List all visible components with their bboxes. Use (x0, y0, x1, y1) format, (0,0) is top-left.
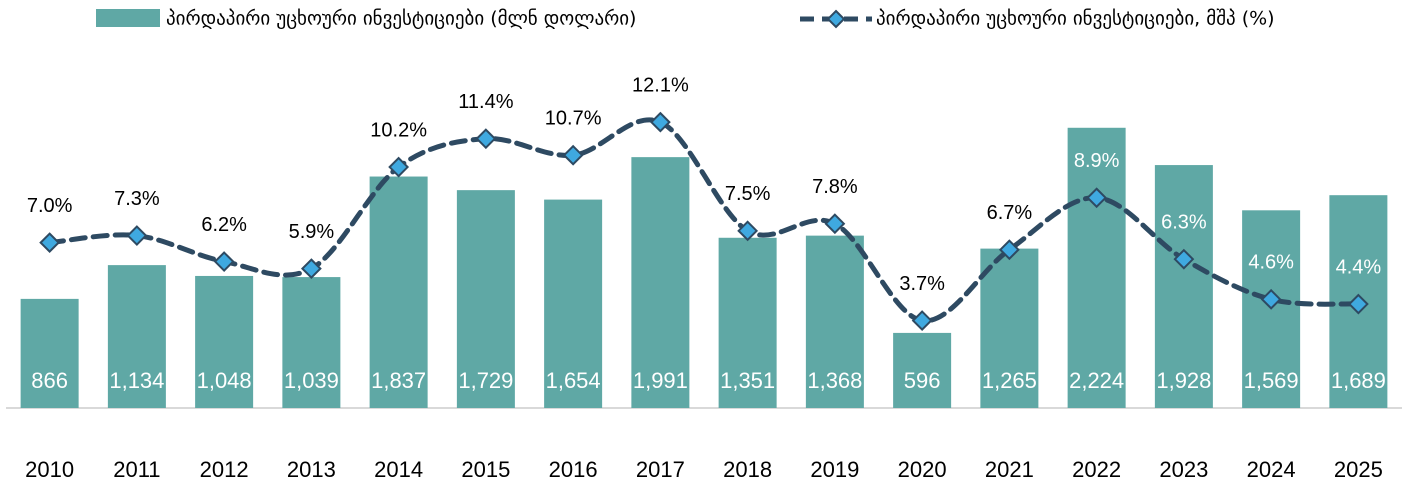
bar (369, 176, 428, 408)
bar (195, 275, 254, 408)
line-value-label: 3.7% (899, 273, 945, 295)
line-marker (475, 128, 497, 150)
bar-value-label: 2,224 (1069, 368, 1124, 393)
line-marker (388, 156, 410, 178)
line-value-label: 8.9% (1074, 150, 1120, 172)
bar-value-label: 1,265 (982, 368, 1037, 393)
line-marker (1260, 288, 1282, 310)
bar (631, 157, 690, 408)
bar (1154, 165, 1213, 408)
bar-value-label: 866 (31, 368, 68, 393)
line-value-label: 7.8% (812, 176, 858, 198)
line-marker (1173, 248, 1195, 270)
bar-value-label: 1,351 (720, 368, 775, 393)
bar (805, 235, 864, 408)
legend-label: პირდაპირი უცხოური ინვესტიციები (მლნ დოლა… (166, 8, 636, 30)
line-value-label: 6.7% (987, 202, 1033, 224)
x-tick-label: 2016 (549, 457, 598, 482)
x-tick-label: 2012 (200, 457, 249, 482)
line-value-label: 11.4% (458, 91, 513, 113)
bar (893, 332, 952, 408)
bar-value-label: 1,048 (197, 368, 252, 393)
bar-value-label: 1,039 (284, 368, 339, 393)
x-tick-label: 2019 (810, 457, 859, 482)
line-value-label: 4.6% (1248, 252, 1294, 274)
bar-value-label: 1,569 (1244, 368, 1299, 393)
bar (1067, 127, 1126, 408)
bar-value-label: 1,368 (807, 368, 862, 393)
bar-value-label: 596 (904, 368, 941, 393)
line-marker (39, 232, 61, 254)
line-value-label: 10.2% (370, 119, 427, 141)
x-tick-label: 2025 (1334, 457, 1383, 482)
legend-label: პირდაპირი უცხოური ინვესტიციები, მშპ (%) (876, 8, 1275, 30)
bar-value-label: 1,837 (371, 368, 426, 393)
line-marker (300, 258, 322, 280)
x-tick-label: 2010 (25, 457, 74, 482)
bar-value-label: 1,689 (1331, 368, 1386, 393)
bar (980, 248, 1039, 408)
x-tick-label: 2022 (1072, 457, 1121, 482)
line-value-label: 10.7% (545, 107, 602, 129)
line-value-label: 5.9% (289, 221, 335, 243)
line-value-label: 7.0% (27, 195, 73, 217)
line-marker (1347, 293, 1369, 315)
x-tick-label: 2017 (636, 457, 685, 482)
line-value-label: 7.5% (725, 183, 771, 205)
x-tick-label: 2024 (1247, 457, 1296, 482)
line-value-label: 7.3% (114, 188, 160, 210)
bar (718, 237, 777, 408)
bar (107, 265, 166, 408)
line-value-label: 6.3% (1161, 211, 1207, 233)
legend-marker (826, 9, 846, 29)
line-value-label: 6.2% (201, 214, 247, 236)
line-value-label: 4.4% (1336, 256, 1382, 278)
x-tick-label: 2014 (374, 457, 423, 482)
bar-value-label: 1,991 (633, 368, 688, 393)
bar (20, 298, 79, 408)
line-marker (649, 111, 671, 133)
line-marker (824, 213, 846, 235)
line-marker (998, 239, 1020, 261)
x-tick-label: 2011 (113, 457, 160, 482)
bar-value-label: 1,729 (458, 368, 513, 393)
legend-swatch-bar (96, 9, 160, 27)
x-tick-label: 2013 (287, 457, 336, 482)
line-marker (737, 220, 759, 242)
line-marker (562, 144, 584, 166)
line-marker (911, 310, 933, 332)
x-tick-label: 2021 (985, 457, 1034, 482)
line (47, 117, 1361, 324)
x-tick-label: 2015 (461, 457, 510, 482)
bar-value-label: 1,928 (1156, 368, 1211, 393)
x-tick-label: 2020 (898, 457, 947, 482)
bar-value-label: 1,134 (109, 368, 164, 393)
bar-value-label: 1,654 (546, 368, 601, 393)
bar (544, 199, 603, 408)
bar (282, 277, 341, 408)
line-marker (126, 225, 148, 246)
line-marker (213, 251, 235, 272)
line-marker (1086, 187, 1108, 209)
line-value-label: 12.1% (632, 74, 689, 96)
bar (456, 190, 515, 408)
x-tick-label: 2018 (723, 457, 772, 482)
x-tick-label: 2023 (1159, 457, 1208, 482)
